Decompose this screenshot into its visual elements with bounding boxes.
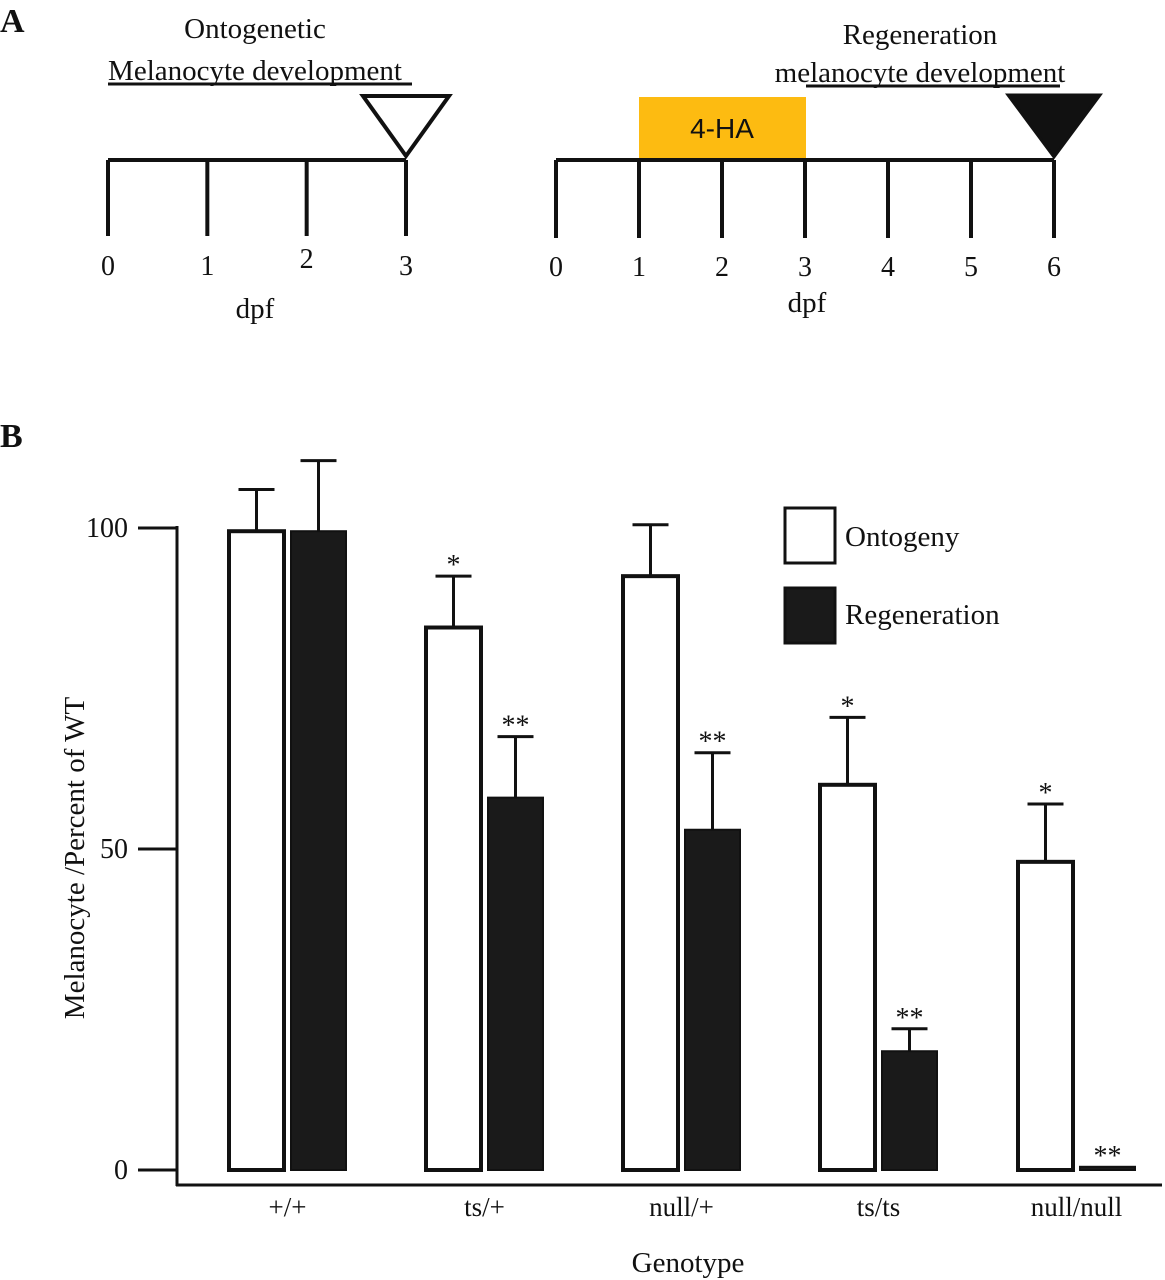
regeneration-tick-label: 0 <box>549 252 563 283</box>
regeneration-tick-label: 3 <box>798 252 812 283</box>
ontogenetic-ticks: 0 1 2 3 <box>101 160 413 282</box>
x-tick-label: ts/ts <box>857 1192 901 1222</box>
y-tick-label: 0 <box>114 1155 128 1186</box>
regeneration-title: Regeneration <box>843 19 998 51</box>
significance-marker: ** <box>699 727 727 758</box>
x-tick-label: +/+ <box>269 1192 307 1222</box>
regeneration-tick-label: 4 <box>881 252 895 283</box>
x-tick-label: null/+ <box>649 1192 714 1222</box>
regeneration-tick-label: 6 <box>1047 252 1061 283</box>
y-tick-label: 50 <box>100 834 128 865</box>
x-tick-label: ts/+ <box>464 1192 505 1222</box>
bars: *********** <box>227 459 1136 1173</box>
x-axis-label: Genotype <box>632 1247 745 1279</box>
ontogenetic-tick-label: 1 <box>200 251 214 282</box>
x-tick-labels: +/+ ts/+ null/+ ts/ts null/null <box>269 1192 1123 1222</box>
significance-marker: * <box>1039 778 1053 809</box>
ontogenetic-xlabel: dpf <box>236 293 275 325</box>
open-triangle-marker <box>359 94 453 160</box>
ontogeny-bar <box>227 529 286 1172</box>
regeneration-bar <box>881 1050 938 1171</box>
x-tick-label: null/null <box>1031 1192 1123 1222</box>
regeneration-ticks: 0 1 2 3 4 5 6 <box>549 160 1061 283</box>
regeneration-tick-label: 5 <box>964 252 978 283</box>
significance-marker: ** <box>896 1003 924 1034</box>
y-ticks: 0 50 100 <box>86 513 177 1186</box>
regeneration-bar <box>684 828 741 1171</box>
regeneration-bar <box>487 796 544 1171</box>
significance-marker: * <box>447 550 461 581</box>
significance-marker: ** <box>502 711 530 742</box>
filled-triangle-marker <box>1005 93 1103 160</box>
panel-b-label: B <box>0 418 23 455</box>
ontogeny-bar <box>621 574 680 1172</box>
ontogenetic-tick-label: 0 <box>101 251 115 282</box>
ontogenetic-title: Ontogenetic <box>184 13 326 45</box>
regeneration-bar <box>1079 1165 1136 1172</box>
regeneration-xlabel: dpf <box>788 287 827 319</box>
ontogeny-bar <box>424 625 483 1172</box>
regeneration-timeline: Regeneration melanocyte development 4-HA… <box>549 19 1103 319</box>
panel-a-label: A <box>0 3 25 40</box>
ontogenetic-tick-label: 2 <box>300 244 314 275</box>
regeneration-bar <box>290 530 347 1171</box>
regeneration-tick-label: 2 <box>715 252 729 283</box>
regeneration-subtitle: melanocyte development <box>775 57 1066 89</box>
y-axis-label: Melanocyte /Percent of WT <box>59 697 91 1020</box>
ontogeny-bar <box>818 782 877 1172</box>
legend-swatch-ontogeny <box>783 506 837 565</box>
y-tick-label: 100 <box>86 513 128 544</box>
legend-label-regeneration: Regeneration <box>845 599 1000 631</box>
ontogenetic-tick-label: 3 <box>399 251 413 282</box>
regeneration-tick-label: 1 <box>632 252 646 283</box>
ontogeny-bar <box>1016 859 1075 1173</box>
4-ha-label: 4-HA <box>690 113 754 144</box>
ontogenetic-subtitle: Melanocyte development <box>108 55 402 87</box>
legend-swatch-regeneration <box>783 586 837 645</box>
legend: Ontogeny Regeneration <box>783 506 1000 645</box>
significance-marker: * <box>841 691 855 722</box>
significance-marker: ** <box>1094 1141 1122 1172</box>
4-ha-treatment-box <box>639 97 806 159</box>
legend-label-ontogeny: Ontogeny <box>845 521 960 553</box>
